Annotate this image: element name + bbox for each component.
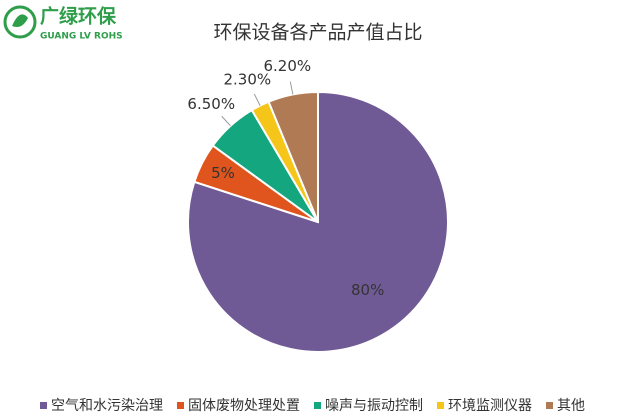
- legend-swatch: [546, 402, 553, 409]
- data-label: 6.20%: [263, 57, 311, 75]
- leader-line: [221, 115, 231, 127]
- logo-subtitle: GUANG LV ROHS: [40, 32, 123, 42]
- legend-label: 固体废物处理处置: [188, 398, 300, 414]
- data-label: 80%: [351, 281, 384, 299]
- logo: 广绿环保 GUANG LV ROHS: [3, 5, 123, 42]
- legend-label: 其他: [557, 398, 585, 414]
- data-label: 2.30%: [224, 71, 272, 89]
- data-label: 5%: [211, 164, 235, 182]
- leader-line: [289, 81, 294, 95]
- pie-slice: [267, 90, 319, 223]
- legend-label: 空气和水污染治理: [51, 398, 163, 414]
- legend-label: 噪声与振动控制: [325, 398, 423, 414]
- legend-label: 环境监测仪器: [448, 398, 532, 414]
- data-label: 6.50%: [187, 95, 235, 113]
- legend-swatch: [177, 402, 184, 409]
- leader-line: [253, 93, 261, 106]
- chart-title: 环保设备各产品产值占比: [213, 22, 422, 44]
- legend-swatch: [314, 402, 321, 409]
- logo-name: 广绿环保: [40, 5, 117, 28]
- logo-leaf: [12, 14, 28, 27]
- legend-swatch: [40, 402, 47, 409]
- logo-icon: [3, 5, 37, 39]
- legend-swatch: [437, 402, 444, 409]
